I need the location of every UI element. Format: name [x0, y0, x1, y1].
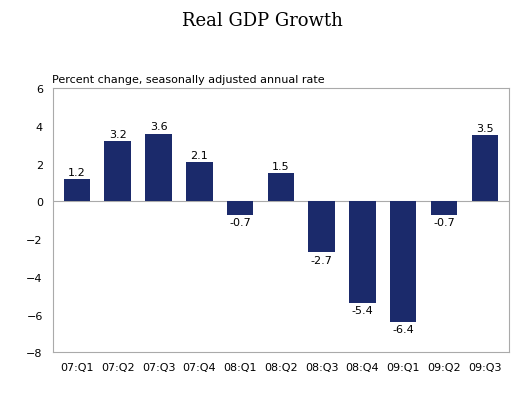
- Bar: [104, 142, 131, 202]
- Text: 3.6: 3.6: [150, 122, 167, 132]
- Bar: [430, 202, 457, 215]
- Bar: [471, 136, 498, 202]
- Bar: [390, 202, 416, 322]
- Text: Percent change, seasonally adjusted annual rate: Percent change, seasonally adjusted annu…: [52, 75, 325, 85]
- Text: 3.5: 3.5: [476, 124, 493, 134]
- Text: -2.7: -2.7: [311, 255, 333, 265]
- Text: -6.4: -6.4: [392, 324, 414, 335]
- Bar: [186, 162, 213, 202]
- Text: -5.4: -5.4: [352, 306, 373, 315]
- Bar: [308, 202, 335, 253]
- Text: -0.7: -0.7: [229, 217, 251, 227]
- Text: -0.7: -0.7: [433, 217, 455, 227]
- Text: 2.1: 2.1: [191, 150, 208, 160]
- Text: 3.2: 3.2: [109, 130, 127, 139]
- Text: 1.5: 1.5: [272, 162, 290, 171]
- Text: Real GDP Growth: Real GDP Growth: [182, 12, 343, 30]
- Bar: [227, 202, 254, 215]
- Bar: [64, 179, 90, 202]
- Bar: [349, 202, 376, 303]
- Bar: [145, 134, 172, 202]
- Bar: [268, 174, 294, 202]
- Text: 1.2: 1.2: [68, 167, 86, 177]
